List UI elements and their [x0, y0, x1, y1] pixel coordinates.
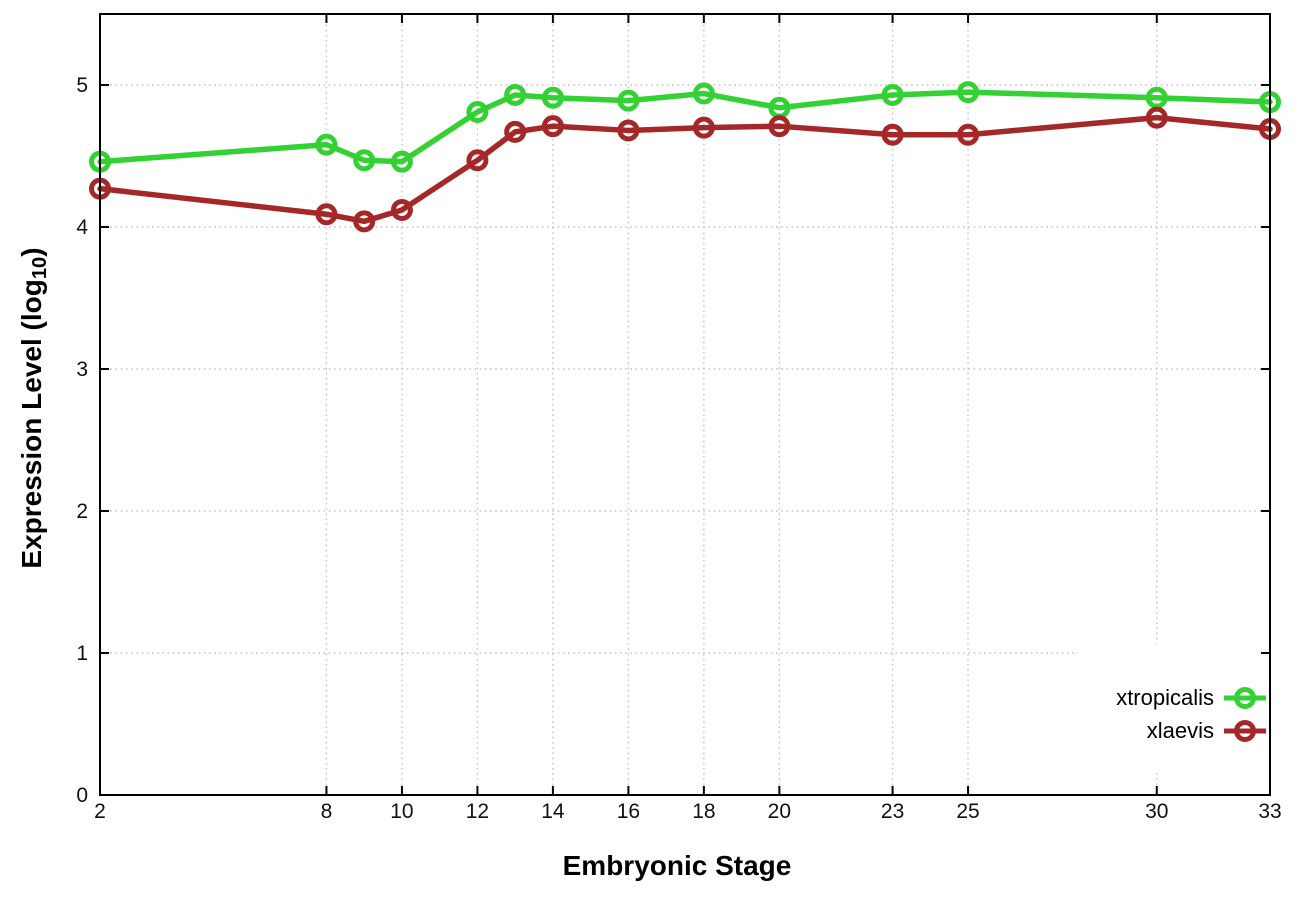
- marker-xlaevis-stage-12: [466, 149, 489, 172]
- y-axis-label: Expression Level (log10): [16, 247, 52, 569]
- y-axis-label-suffix: ): [16, 247, 47, 257]
- marker-xlaevis-stage-16: [617, 119, 640, 142]
- x-tick-label-25: 25: [956, 800, 979, 823]
- x-tick-label-30: 30: [1145, 800, 1168, 823]
- x-tick-label-18: 18: [692, 800, 715, 823]
- legend-marker-xtropicalis: [1224, 687, 1266, 709]
- x-axis-label-wrap: Embryonic Stage: [0, 850, 1296, 882]
- marker-xtropicalis-stage-30: [1145, 86, 1168, 109]
- marker-xtropicalis-stage-8: [315, 133, 338, 156]
- marker-xlaevis-stage-20: [768, 115, 791, 138]
- marker-xtropicalis-stage-9: [353, 149, 376, 172]
- marker-xtropicalis-stage-14: [541, 86, 564, 109]
- x-tick-label-20: 20: [768, 800, 791, 823]
- y-tick-label-2: 2: [76, 500, 88, 523]
- x-tick-label-33: 33: [1258, 800, 1281, 823]
- marker-xlaevis-stage-25: [957, 123, 980, 146]
- legend-marker-xlaevis: [1224, 720, 1266, 742]
- marker-xtropicalis-stage-23: [881, 83, 904, 106]
- x-tick-label-8: 8: [321, 800, 333, 823]
- legend: xtropicalis xlaevis: [1116, 683, 1266, 746]
- y-axis-label-subscript: 10: [29, 256, 52, 280]
- y-tick-label-0: 0: [76, 784, 88, 807]
- marker-xtropicalis-stage-13: [504, 83, 527, 106]
- legend-label: xlaevis: [1146, 718, 1214, 743]
- y-tick-label-4: 4: [76, 216, 88, 239]
- x-tick-label-2: 2: [94, 800, 106, 823]
- marker-xlaevis-stage-8: [315, 203, 338, 226]
- marker-xtropicalis-stage-10: [390, 150, 413, 173]
- x-tick-label-23: 23: [881, 800, 904, 823]
- marker-xtropicalis-stage-16: [617, 89, 640, 112]
- y-axis-label-text: Expression Level (log: [16, 279, 47, 569]
- legend-background: [1078, 644, 1268, 772]
- plot-border: [99, 13, 1271, 796]
- y-tick-label-1: 1: [76, 642, 88, 665]
- legend-item-xlaevis: xlaevis: [1116, 716, 1266, 746]
- marker-xlaevis-stage-13: [504, 120, 527, 143]
- x-tick-label-12: 12: [466, 800, 489, 823]
- marker-xlaevis-stage-18: [692, 116, 715, 139]
- marker-xlaevis-stage-14: [541, 115, 564, 138]
- x-axis-label: Embryonic Stage: [562, 850, 792, 881]
- y-tick-label-5: 5: [76, 74, 88, 97]
- marker-xtropicalis-stage-12: [466, 100, 489, 123]
- series-line-xlaevis: [97, 114, 1273, 225]
- marker-xtropicalis-stage-18: [692, 82, 715, 105]
- marker-xlaevis-stage-10: [390, 198, 413, 221]
- x-tick-label-10: 10: [390, 800, 413, 823]
- legend-label: xtropicalis: [1116, 685, 1214, 710]
- x-tick-label-14: 14: [541, 800, 565, 823]
- legend-item-xtropicalis: xtropicalis: [1116, 683, 1266, 713]
- marker-xlaevis-stage-23: [881, 123, 904, 146]
- y-tick-label-3: 3: [76, 358, 88, 381]
- marker-xlaevis-stage-9: [353, 210, 376, 233]
- marker-xtropicalis-stage-25: [957, 81, 980, 104]
- x-tick-label-16: 16: [617, 800, 640, 823]
- marker-xlaevis-stage-30: [1145, 106, 1168, 129]
